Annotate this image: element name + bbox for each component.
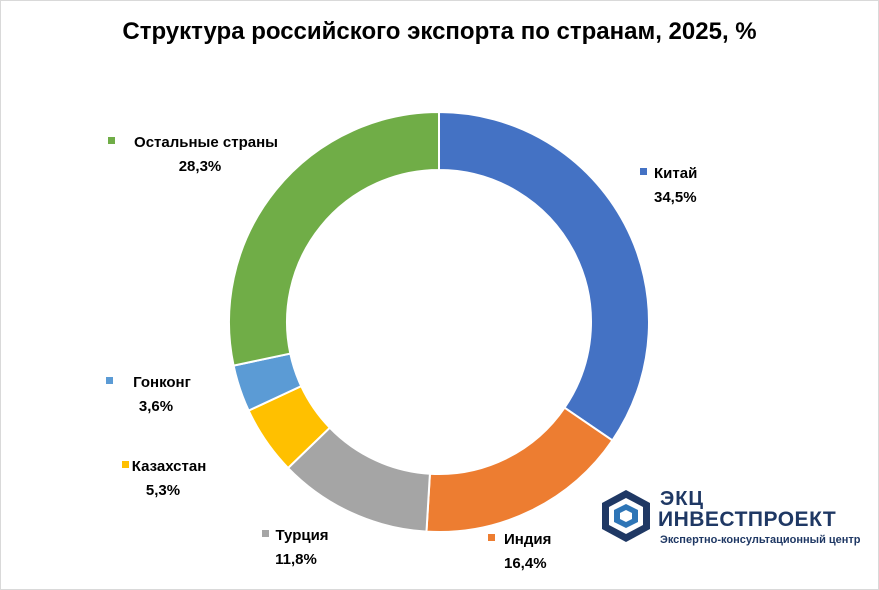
legend-marker-3 xyxy=(122,461,129,468)
slice-5 xyxy=(228,110,440,367)
slice-value-5: 28,3% xyxy=(179,158,222,175)
logo-line-3: Экспертно-консультационный центр xyxy=(660,534,861,546)
slice-label-3: Казахстан xyxy=(132,458,207,475)
slice-1 xyxy=(425,406,614,533)
company-logo: ЭКЦ ИНВЕСТПРОЕКТ Экспертно-консультацион… xyxy=(596,484,866,554)
legend-marker-5 xyxy=(108,137,115,144)
slice-label-1: Индия xyxy=(504,531,551,548)
legend-marker-1 xyxy=(488,534,495,541)
slice-value-3: 5,3% xyxy=(146,482,180,499)
slice-value-1: 16,4% xyxy=(504,555,547,572)
slice-label-2: Турция xyxy=(275,527,328,544)
slice-label-4: Гонконг xyxy=(133,374,191,391)
legend-marker-2 xyxy=(262,530,269,537)
slice-label-5: Остальные страны xyxy=(134,134,278,151)
slice-label-0: Китай xyxy=(654,165,697,182)
logo-cube-icon xyxy=(602,490,650,542)
slice-0 xyxy=(438,110,650,442)
logo-line-1: ЭКЦ xyxy=(660,488,705,510)
legend-marker-0 xyxy=(640,168,647,175)
legend-marker-4 xyxy=(106,377,113,384)
chart-title: Структура российского экспорта по страна… xyxy=(122,18,757,45)
slice-value-4: 3,6% xyxy=(139,398,173,415)
logo-line-2: ИНВЕСТПРОЕКТ xyxy=(658,508,837,531)
slice-value-0: 34,5% xyxy=(654,189,697,206)
slice-value-2: 11,8% xyxy=(275,551,317,568)
